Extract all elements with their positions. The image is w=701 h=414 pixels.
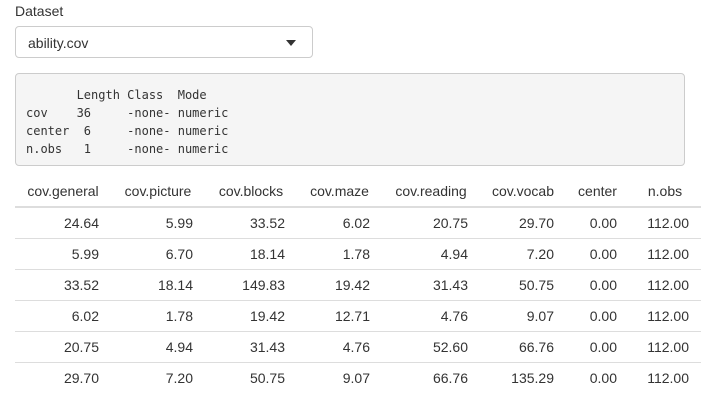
table-cell: 7.20: [480, 238, 566, 270]
dataset-label: Dataset: [15, 3, 64, 19]
table-cell: 31.43: [382, 269, 480, 301]
column-header[interactable]: cov.blocks: [205, 176, 297, 208]
column-header[interactable]: cov.maze: [297, 176, 382, 208]
table-cell: 4.94: [382, 238, 480, 270]
table-cell: 112.00: [629, 331, 701, 363]
column-header[interactable]: cov.reading: [382, 176, 480, 208]
column-header[interactable]: n.obs: [629, 176, 701, 208]
table-cell: 31.43: [205, 331, 297, 363]
table-cell: 9.07: [297, 362, 382, 393]
table-cell: 33.52: [249, 215, 285, 231]
table-row: 33.52 18.14 149.83 19.42 31.43 50.75 0.0…: [15, 269, 701, 301]
table-cell: 50.75: [205, 362, 297, 393]
table-cell: 112.00: [629, 238, 701, 270]
column-header[interactable]: cov.general: [15, 176, 111, 208]
column-header[interactable]: cov.picture: [111, 176, 205, 208]
table-cell: 112.00: [629, 362, 701, 393]
table-cell: 66.76: [480, 331, 566, 363]
table-cell: 135.29: [480, 362, 566, 393]
table-cell: 24.64: [63, 215, 99, 231]
table-cell: 20.75: [15, 331, 111, 363]
table-row: 24.64 5.99 33.52 6.02 20.75 29.70 0.00 1…: [15, 207, 701, 239]
table-cell: 9.07: [480, 300, 566, 332]
table-cell: 6.02: [15, 300, 111, 332]
summary-line-nobs: n.obs 1 -none- numeric: [26, 142, 229, 156]
table-cell: 29.70: [518, 215, 554, 231]
table-row: 20.75 4.94 31.43 4.76 52.60 66.76 0.00 1…: [15, 331, 701, 363]
table-cell: 149.83: [205, 269, 297, 301]
table-cell: 6.70: [111, 238, 205, 270]
table-cell: 4.76: [382, 300, 480, 332]
table-cell: 0.00: [566, 331, 629, 363]
table-cell: 52.60: [382, 331, 480, 363]
column-header[interactable]: cov.vocab: [480, 176, 566, 208]
table-cell: 4.76: [297, 331, 382, 363]
summary-line-cov: cov 36 -none- numeric: [26, 106, 229, 120]
table-cell: 29.70: [15, 362, 111, 393]
table-cell: 5.99: [165, 215, 193, 231]
table-cell: 4.94: [111, 331, 205, 363]
table-cell: 7.20: [111, 362, 205, 393]
table-row: 29.70 7.20 50.75 9.07 66.76 135.29 0.00 …: [15, 362, 701, 393]
dataset-select[interactable]: ability.cov: [15, 26, 313, 58]
table-cell: 19.42: [205, 300, 297, 332]
table-cell: 112.00: [629, 269, 701, 301]
summary-line-center: center 6 -none- numeric: [26, 124, 229, 138]
table-cell: 0.00: [566, 362, 629, 393]
covariance-table: cov.general cov.picture cov.blocks cov.m…: [15, 176, 701, 393]
table-cell: 19.42: [297, 269, 382, 301]
table-row: 6.02 1.78 19.42 12.71 4.76 9.07 0.00 112…: [15, 300, 701, 332]
table-cell: 50.75: [480, 269, 566, 301]
column-header[interactable]: center: [566, 176, 629, 208]
table-cell: 18.14: [205, 238, 297, 270]
summary-output: Length Class Mode cov 36 -none- numeric c…: [15, 73, 685, 166]
table-cell: 0.00: [566, 238, 629, 270]
table-cell: 0.00: [566, 300, 629, 332]
summary-header-line: Length Class Mode: [26, 88, 229, 102]
table-cell: 1.78: [111, 300, 205, 332]
caret-down-icon: [286, 40, 296, 46]
table-row: 5.99 6.70 18.14 1.78 4.94 7.20 0.00 112.…: [15, 238, 701, 270]
table-cell: 5.99: [15, 238, 111, 270]
table-cell: 0.00: [566, 269, 629, 301]
table-cell: 66.76: [382, 362, 480, 393]
table-header-row: cov.general cov.picture cov.blocks cov.m…: [15, 176, 701, 208]
table-cell: 1.78: [297, 238, 382, 270]
dataset-select-value: ability.cov: [28, 35, 89, 51]
table-cell: 0.00: [589, 215, 617, 231]
table-cell: 20.75: [432, 215, 468, 231]
table-cell: 112.00: [629, 300, 701, 332]
table-cell: 6.02: [342, 215, 370, 231]
table-cell: 18.14: [111, 269, 205, 301]
table-cell: 112.00: [647, 215, 689, 231]
table-cell: 33.52: [15, 269, 111, 301]
table-cell: 12.71: [297, 300, 382, 332]
